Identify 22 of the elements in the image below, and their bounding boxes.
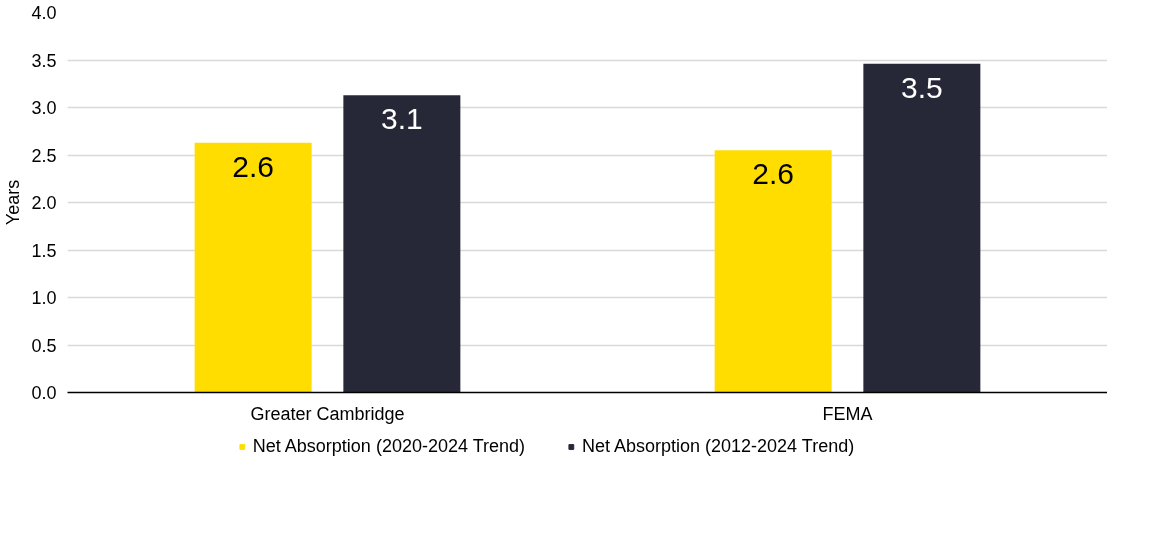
- legend-label: Net Absorption (2012-2024 Trend): [581, 435, 855, 457]
- data-label: 2.6: [752, 157, 795, 191]
- data-label: 3.1: [381, 102, 423, 136]
- y-axis-title: Years: [3, 179, 24, 226]
- bar: [863, 63, 981, 393]
- bar: [343, 95, 461, 393]
- y-tick-label: 3.0: [31, 98, 57, 118]
- y-tick-label: 2.0: [31, 193, 57, 213]
- bar: [194, 142, 312, 393]
- y-tick-label: 4.0: [31, 3, 57, 23]
- x-tick-label: Greater Cambridge: [250, 403, 405, 424]
- data-label: 3.5: [901, 70, 943, 104]
- y-tick-label: 2.5: [31, 145, 57, 166]
- y-tick-label: 1.0: [31, 288, 57, 308]
- x-tick-label: FEMA: [822, 403, 873, 424]
- y-tick-label: 3.5: [31, 50, 57, 71]
- legend-label: Net Absorption (2020-2024 Trend): [252, 435, 525, 457]
- bar: [714, 150, 832, 393]
- data-label: 2.6: [232, 149, 275, 183]
- y-tick-label: 0.5: [31, 335, 57, 356]
- y-tick-label: 1.5: [31, 240, 57, 261]
- y-tick-label: 0.0: [31, 383, 57, 403]
